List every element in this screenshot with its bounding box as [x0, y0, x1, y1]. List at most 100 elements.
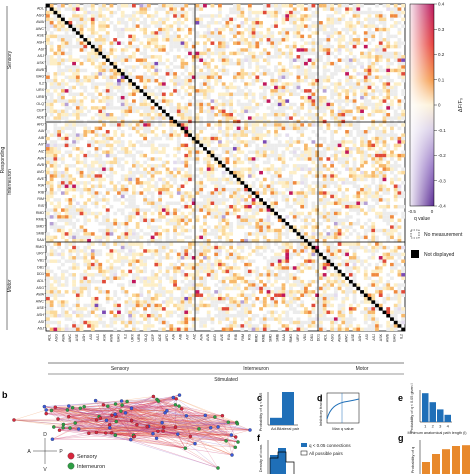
heatmap-cell — [240, 7, 245, 11]
heatmap-cell — [90, 75, 95, 79]
heatmap-cell — [72, 262, 76, 267]
heatmap-cell — [318, 160, 323, 165]
heatmap-cell — [315, 225, 320, 229]
heatmap-cell — [184, 157, 189, 161]
heatmap-cell — [161, 133, 166, 137]
heatmap-cell — [390, 235, 394, 240]
heatmap-cell — [356, 256, 361, 260]
heatmap-cell — [53, 167, 58, 171]
heatmap-cell — [64, 170, 69, 175]
heatmap-cell — [259, 102, 263, 107]
heatmap-cell — [274, 7, 278, 11]
heatmap-cell — [124, 82, 129, 86]
heatmap-cell — [173, 218, 177, 223]
heatmap-cell — [236, 58, 241, 62]
heatmap-cell — [143, 170, 148, 175]
heatmap-cell — [251, 72, 256, 76]
heatmap-cell — [315, 232, 320, 236]
heatmap-cell — [318, 136, 323, 141]
heatmap-cell — [348, 21, 353, 25]
heatmap-cell — [57, 211, 62, 216]
heatmap-cell — [109, 232, 114, 236]
heatmap-cell — [356, 269, 361, 274]
heatmap-cell — [367, 262, 372, 267]
heatmap-cell — [315, 113, 320, 117]
heatmap-cell — [259, 245, 263, 250]
heatmap-cell — [79, 256, 84, 260]
heatmap-cell — [304, 157, 308, 161]
heatmap-cell — [188, 113, 192, 117]
heatmap-cell — [352, 99, 357, 103]
heatmap-cell — [266, 10, 271, 15]
heatmap-cell — [113, 276, 118, 280]
heatmap-cell — [176, 27, 181, 32]
heatmap-cell — [57, 174, 62, 178]
heatmap-cell — [83, 269, 88, 274]
heatmap-cell — [371, 269, 376, 274]
heatmap-cell — [378, 256, 383, 260]
heatmap-cell — [232, 204, 237, 209]
heatmap-cell — [139, 4, 144, 8]
heatmap-cell — [210, 34, 215, 39]
heatmap-cell — [378, 130, 383, 134]
heatmap-cell — [247, 286, 252, 291]
heatmap-cell — [247, 17, 252, 22]
heatmap-cell — [266, 133, 271, 137]
heatmap-cell — [188, 198, 192, 202]
heatmap-cell — [247, 27, 252, 32]
heatmap-cell — [225, 44, 230, 49]
heatmap-cell — [199, 276, 204, 280]
heatmap-cell — [330, 232, 334, 236]
heatmap-cell — [120, 174, 125, 178]
heatmap-cell — [311, 160, 316, 165]
heatmap-cell — [206, 78, 211, 83]
heatmap-cell — [386, 286, 391, 291]
heatmap-cell — [64, 290, 69, 294]
heatmap-cell — [281, 184, 286, 188]
heatmap-cell — [281, 242, 286, 246]
heatmap-cell — [330, 249, 334, 253]
heatmap-cell — [188, 126, 192, 131]
heatmap-cell — [139, 252, 144, 257]
heatmap-cell — [184, 126, 189, 131]
heatmap-cell — [203, 58, 207, 62]
heatmap-cell — [188, 82, 192, 86]
heatmap-cell — [322, 215, 327, 219]
heatmap-cell — [341, 143, 346, 148]
heatmap-cell — [311, 4, 316, 8]
heatmap-cell — [113, 198, 118, 202]
heatmap-cell — [206, 48, 211, 52]
heatmap-cell — [397, 116, 402, 120]
heatmap-cell — [352, 256, 357, 260]
heatmap-cell — [232, 266, 237, 270]
heatmap-cell — [333, 55, 338, 59]
heatmap-cell — [98, 106, 103, 110]
heatmap-cell — [79, 27, 84, 32]
heatmap-cell — [176, 187, 181, 192]
heatmap-cell — [292, 266, 297, 270]
heatmap-cell — [191, 201, 196, 206]
heatmap-cell — [240, 218, 245, 223]
heatmap-cell — [120, 41, 125, 45]
heatmap-cell — [266, 245, 271, 250]
heatmap-cell — [236, 7, 241, 11]
heatmap-cell — [154, 55, 159, 59]
heatmap-cell — [401, 75, 406, 79]
heatmap-cell — [393, 222, 398, 226]
heatmap-cell — [72, 164, 76, 168]
heatmap-cell — [244, 85, 248, 90]
heatmap-cell — [53, 249, 58, 253]
heatmap-cell — [289, 187, 293, 192]
heatmap-cell — [393, 252, 398, 257]
heatmap-cell — [386, 232, 391, 236]
heatmap-cell — [277, 116, 282, 120]
heatmap-cell — [180, 61, 185, 66]
heatmap-cell — [367, 48, 372, 52]
heatmap-cell — [330, 34, 334, 39]
heatmap-cell — [375, 55, 379, 59]
heatmap-cell — [94, 75, 99, 79]
heatmap-cell — [46, 55, 50, 59]
heatmap-cell — [46, 170, 50, 175]
heatmap-cell — [333, 218, 338, 223]
heatmap-cell — [363, 78, 368, 83]
